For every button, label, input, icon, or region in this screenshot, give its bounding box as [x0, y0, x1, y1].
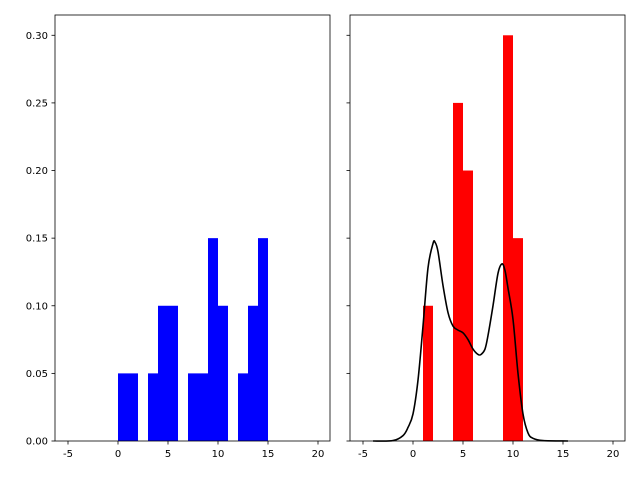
histogram-bar [218, 305, 228, 441]
y-tick-label: 0.20 [26, 166, 48, 177]
histogram-bar [208, 238, 218, 441]
axes-2: -5 0 5 10 15 20 [346, 14, 626, 460]
axes-1: -5 0 5 10 15 20 0.00 0.05 0.10 0.15 0.20 0.25 0.30 [26, 14, 331, 460]
x-tick-label: 5 [460, 449, 466, 460]
y-tick-label: 0.00 [26, 437, 48, 448]
kde-line [372, 239, 569, 442]
x-tick-label: 15 [557, 449, 570, 460]
histogram-bar [423, 305, 433, 441]
x-tick-label: -5 [358, 449, 368, 460]
histogram-bar [258, 238, 268, 441]
histogram-bar [148, 373, 158, 441]
histogram-bar [238, 373, 248, 441]
x-tick-label: 5 [165, 449, 171, 460]
y-tick-label: 0.10 [26, 301, 48, 312]
x-tick-label: 10 [507, 449, 520, 460]
histogram-bar [118, 373, 128, 441]
histogram-bar [168, 305, 178, 441]
x-tick-label: 15 [262, 449, 275, 460]
histogram-bar [128, 373, 138, 441]
y-tick-label: 0.25 [26, 98, 48, 109]
histogram-bar [463, 170, 473, 441]
histogram-bar [188, 373, 198, 441]
histogram-bar [158, 305, 168, 441]
x-tick-label: 0 [115, 449, 121, 460]
histogram-bar [248, 305, 258, 441]
histogram-bar [198, 373, 208, 441]
x-tick-label: 20 [312, 449, 325, 460]
x-tick-label: 20 [607, 449, 620, 460]
histogram-bar [503, 35, 513, 442]
y-tick-label: 0.30 [26, 31, 48, 42]
axes-frame [349, 14, 626, 442]
histogram-bar [453, 102, 463, 442]
x-tick-label: -5 [63, 449, 73, 460]
x-tick-label: 0 [410, 449, 416, 460]
y-tick-label: 0.05 [26, 369, 48, 380]
x-tick-label: 10 [212, 449, 225, 460]
y-tick-label: 0.15 [26, 234, 48, 245]
histogram-bar [513, 238, 523, 441]
axes-frame [54, 14, 331, 442]
